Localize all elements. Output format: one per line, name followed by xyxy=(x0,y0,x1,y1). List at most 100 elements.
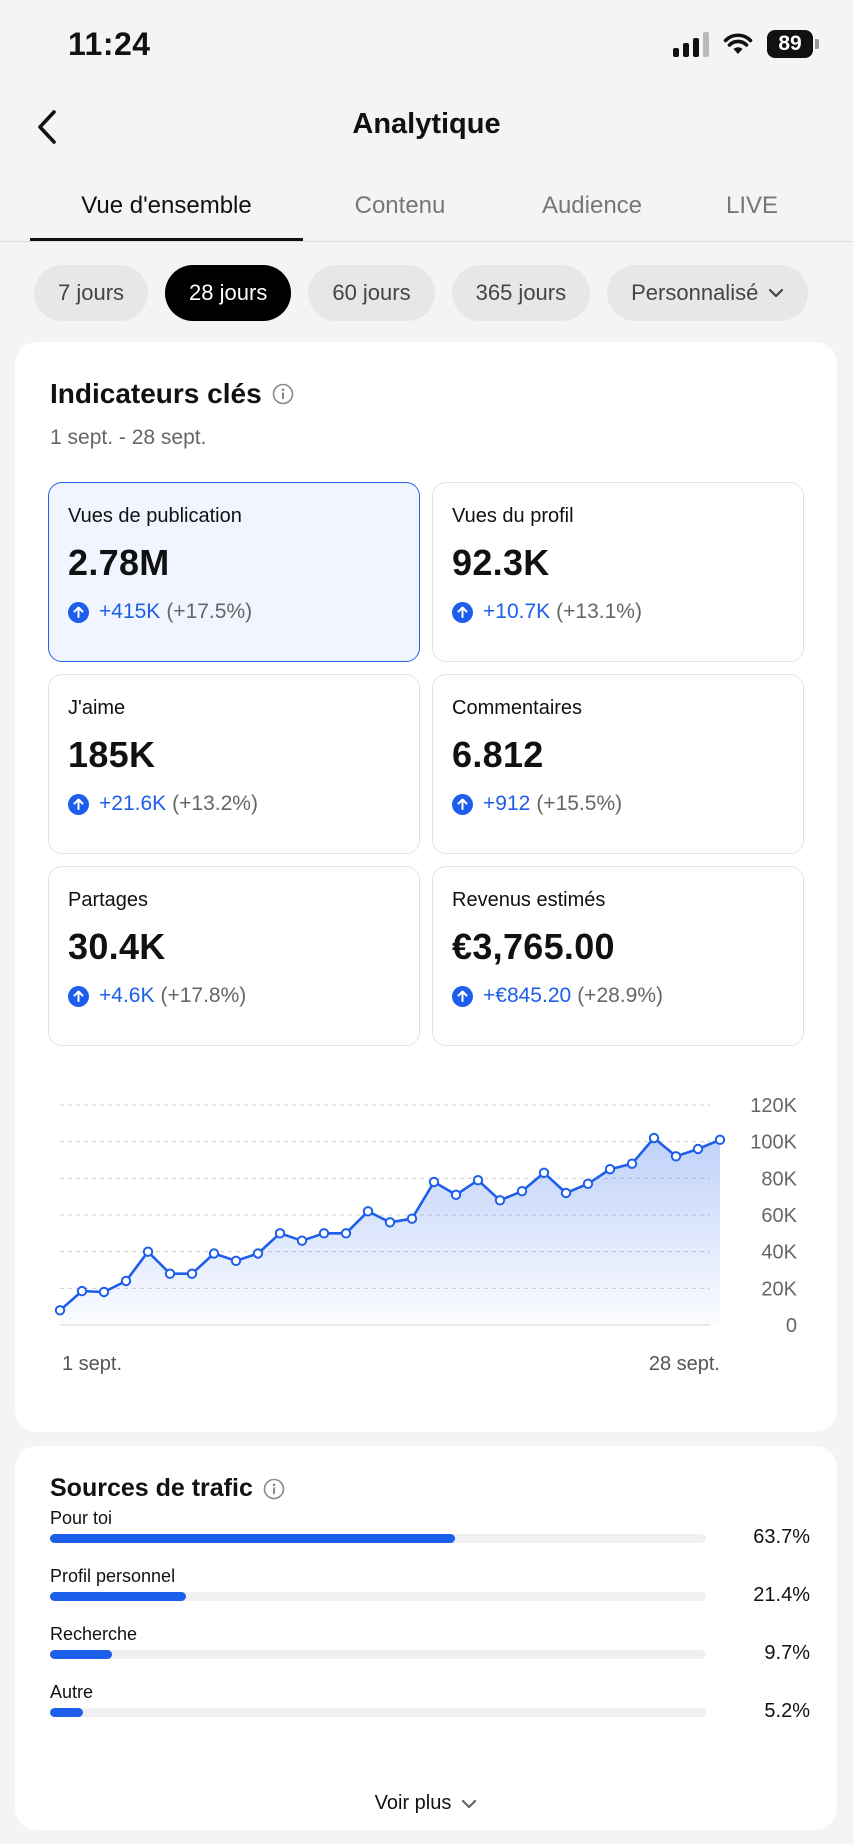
data-point xyxy=(582,1178,594,1190)
traffic-label: Pour toi xyxy=(50,1508,113,1528)
tab-live[interactable]: LIVE xyxy=(725,192,779,219)
metric-percent: (+17.8%) xyxy=(160,984,247,1007)
data-point xyxy=(538,1167,550,1179)
back-button[interactable] xyxy=(22,102,72,152)
data-point xyxy=(296,1235,308,1246)
traffic-percent: 9.7% xyxy=(764,1642,810,1664)
data-point xyxy=(362,1206,374,1217)
y-tick-label: 80K xyxy=(761,1168,797,1190)
see-more-button[interactable]: Voir plus xyxy=(15,1792,837,1815)
metric-percent: (+13.1%) xyxy=(556,600,642,623)
metric-delta: +4.6K xyxy=(99,984,155,1007)
arrow-up-icon xyxy=(452,985,473,1007)
y-tick-label: 40K xyxy=(761,1242,797,1264)
data-point xyxy=(560,1187,572,1199)
metric-label: Commentaires xyxy=(452,697,583,719)
traffic-row-search: Recherche 9.7% xyxy=(50,1624,810,1682)
tab-overview[interactable]: Vue d'ensemble xyxy=(81,192,252,219)
traffic-bar-track xyxy=(50,1534,706,1543)
metric-label: Revenus estimés xyxy=(452,889,606,911)
traffic-bar-fill xyxy=(50,1534,456,1543)
chevron-left-icon xyxy=(38,110,56,144)
metric-value: 185K xyxy=(68,734,156,775)
views-chart: 0 20K 40K 60K 80K 100K 120K 1 sept. 28 sept. xyxy=(15,1070,837,1400)
key-metrics-card: Indicateurs clés 1 sept. - 28 sept. Vues… xyxy=(15,342,837,1432)
info-icon[interactable] xyxy=(263,1478,285,1500)
metric-card-likes[interactable]: J'aime 185K +21.6K (+13.2%) xyxy=(48,674,420,854)
metric-delta: +912 xyxy=(483,792,531,815)
status-time: 11:24 xyxy=(68,26,151,62)
tab-audience[interactable]: Audience xyxy=(541,192,643,219)
tab-active-indicator xyxy=(30,238,303,241)
data-point xyxy=(714,1134,726,1146)
key-metrics-header: Indicateurs clés xyxy=(50,378,294,410)
data-point xyxy=(252,1248,264,1259)
data-point xyxy=(340,1228,352,1239)
data-point xyxy=(604,1164,616,1175)
traffic-bar-track xyxy=(50,1592,706,1601)
metric-percent: (+17.5%) xyxy=(166,600,253,623)
data-point xyxy=(318,1228,330,1239)
data-point xyxy=(670,1151,682,1162)
traffic-bar-fill xyxy=(50,1650,112,1659)
traffic-sources-header: Sources de trafic xyxy=(50,1474,285,1503)
battery-icon: 89 xyxy=(767,30,819,58)
data-point xyxy=(142,1246,154,1257)
metric-card-shares[interactable]: Partages 30.4K +4.6K (+17.8%) xyxy=(48,866,420,1046)
data-point xyxy=(274,1228,286,1239)
traffic-row-profile: Profil personnel 21.4% xyxy=(50,1566,810,1624)
traffic-label: Recherche xyxy=(50,1624,138,1644)
traffic-row-other: Autre 5.2% xyxy=(50,1682,810,1740)
arrow-up-icon xyxy=(68,793,89,815)
data-point xyxy=(494,1195,506,1206)
metric-value: 6.812 xyxy=(452,734,544,775)
data-point xyxy=(692,1143,704,1155)
range-custom[interactable]: Personnalisé xyxy=(607,265,809,321)
info-icon[interactable] xyxy=(272,383,294,405)
range-60-days[interactable]: 60 jours xyxy=(308,265,435,321)
metric-card-comments[interactable]: Commentaires 6.812 +912 (+15.5%) xyxy=(432,674,804,854)
metric-label: Partages xyxy=(68,889,149,911)
metric-change: +10.7K (+13.1%) xyxy=(452,600,803,624)
date-range-selector: 7 jours 28 jours 60 jours 365 jours Pers… xyxy=(34,265,809,321)
chevron-down-icon xyxy=(769,288,784,298)
traffic-bar-fill xyxy=(50,1708,84,1717)
traffic-label: Profil personnel xyxy=(50,1566,176,1586)
range-365-days[interactable]: 365 jours xyxy=(451,265,591,321)
traffic-row-for-you: Pour toi 63.7% xyxy=(50,1508,810,1566)
metric-delta: +10.7K xyxy=(483,600,551,623)
series-area xyxy=(60,1138,720,1325)
metric-card-revenue[interactable]: Revenus estimés €3,765.00 +€845.20 (+28.… xyxy=(432,866,804,1046)
range-28-days[interactable]: 28 jours xyxy=(165,265,292,321)
metric-card-profile-views[interactable]: Vues du profil 92.3K +10.7K (+13.1%) xyxy=(432,482,804,662)
traffic-label: Autre xyxy=(50,1682,94,1702)
metric-card-post-views[interactable]: Vues de publication 2.78M +415K (+17.5%) xyxy=(48,482,420,662)
metric-value: €3,765.00 xyxy=(452,926,615,967)
metric-percent: (+15.5%) xyxy=(536,792,623,815)
views-chart-svg: 0 20K 40K 60K 80K 100K 120K 1 sept. 28 sept. xyxy=(54,1095,798,1375)
metric-change: +912 (+15.5%) xyxy=(452,792,803,816)
range-7-days[interactable]: 7 jours xyxy=(34,265,149,321)
arrow-up-icon xyxy=(68,985,89,1007)
traffic-bar-track xyxy=(50,1650,706,1659)
traffic-percent: 21.4% xyxy=(753,1584,810,1606)
metric-percent: (+13.2%) xyxy=(172,792,258,815)
data-point xyxy=(516,1186,528,1197)
y-tick-label: 0 xyxy=(786,1315,797,1337)
page-title: Analytique xyxy=(352,108,501,140)
traffic-percent: 5.2% xyxy=(764,1700,810,1722)
y-tick-label: 120K xyxy=(750,1095,797,1117)
data-point xyxy=(164,1268,176,1279)
data-point xyxy=(208,1248,220,1259)
chevron-down-icon xyxy=(462,1799,477,1808)
traffic-bar-track xyxy=(50,1708,706,1717)
metric-percent: (+28.9%) xyxy=(577,984,663,1007)
tab-content[interactable]: Contenu xyxy=(354,192,446,219)
range-custom-label: Personnalisé xyxy=(631,280,759,305)
signal-icon xyxy=(673,31,709,57)
metric-change: +€845.20 (+28.9%) xyxy=(452,984,803,1008)
y-tick-label: 100K xyxy=(750,1132,797,1154)
data-point xyxy=(648,1132,660,1144)
data-point xyxy=(120,1275,132,1287)
see-more-label: Voir plus xyxy=(374,1792,452,1814)
